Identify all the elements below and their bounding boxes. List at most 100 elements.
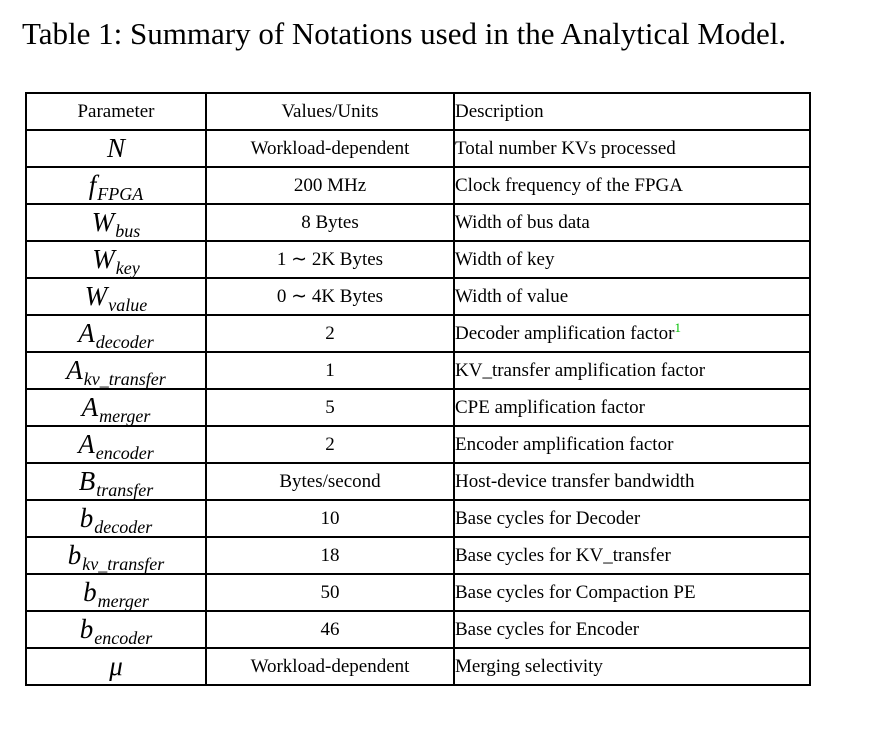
parameter-cell: Aencoder bbox=[25, 425, 207, 464]
table-caption: Table 1: Summary of Notations used in th… bbox=[22, 16, 787, 51]
value-cell: 0 ∼ 4K Bytes bbox=[205, 277, 455, 316]
parameter-cell: μ bbox=[25, 647, 207, 686]
parameter-symbol: A bbox=[78, 429, 95, 459]
value-cell: 1 bbox=[205, 351, 455, 390]
parameter-symbol: W bbox=[92, 244, 115, 274]
description-text: KV_transfer amplification factor bbox=[455, 359, 706, 381]
table-row: bdecoder 10 Base cycles for Decoder bbox=[25, 499, 811, 538]
value-cell: 46 bbox=[205, 610, 455, 649]
parameter-cell: Wbus bbox=[25, 203, 207, 242]
parameter-symbol: B bbox=[78, 466, 96, 496]
parameter-subscript: decoder bbox=[94, 517, 153, 537]
parameter-symbol: W bbox=[84, 281, 108, 311]
parameter-subscript: kv_transfer bbox=[83, 369, 166, 389]
footnote-marker: 1 bbox=[674, 319, 681, 335]
description-cell: KV_transfer amplification factor bbox=[453, 351, 811, 390]
parameter-subscript: encoder bbox=[94, 628, 153, 648]
parameter-subscript: bus bbox=[115, 221, 141, 241]
parameter-cell: bkv_transfer bbox=[25, 536, 207, 575]
description-cell: CPE amplification factor bbox=[453, 388, 811, 427]
parameter-cell: bmerger bbox=[25, 573, 207, 612]
table-row: Adecoder 2 Decoder amplification factor1 bbox=[25, 314, 811, 353]
value-cell: 2 bbox=[205, 314, 455, 353]
value-cell: 50 bbox=[205, 573, 455, 612]
value-cell: Bytes/second bbox=[205, 462, 455, 501]
parameter-subscript: transfer bbox=[96, 480, 154, 500]
table-row: Akv_transfer 1 KV_transfer amplification… bbox=[25, 351, 811, 390]
parameter-symbol: W bbox=[91, 207, 115, 237]
value-cell: Workload-dependent bbox=[205, 129, 455, 168]
description-text: Base cycles for Encoder bbox=[455, 618, 640, 640]
parameter-cell: Wvalue bbox=[25, 277, 207, 316]
parameter-subscript: value bbox=[108, 295, 148, 315]
description-cell: Base cycles for KV_transfer bbox=[453, 536, 811, 575]
parameter-symbol: f bbox=[88, 170, 97, 200]
table-row: bmerger 50 Base cycles for Compaction PE bbox=[25, 573, 811, 612]
table-row: μ Workload-dependent Merging selectivity bbox=[25, 647, 811, 686]
parameter-subscript: merger bbox=[97, 591, 149, 611]
table-row: Wvalue 0 ∼ 4K Bytes Width of value bbox=[25, 277, 811, 316]
description-cell: Base cycles for Encoder bbox=[453, 610, 811, 649]
parameter-subscript: encoder bbox=[95, 443, 154, 463]
description-cell: Encoder amplification factor bbox=[453, 425, 811, 464]
value-cell: 1 ∼ 2K Bytes bbox=[205, 240, 455, 279]
parameter-symbol: b bbox=[79, 614, 94, 644]
table-row: Wbus 8 Bytes Width of bus data bbox=[25, 203, 811, 242]
parameter-cell: bencoder bbox=[25, 610, 207, 649]
parameter-subscript: FPGA bbox=[97, 184, 144, 204]
description-text: CPE amplification factor bbox=[455, 396, 645, 418]
table-row: N Workload-dependent Total number KVs pr… bbox=[25, 129, 811, 168]
value-cell: Workload-dependent bbox=[205, 647, 455, 686]
table-row: Aencoder 2 Encoder amplification factor bbox=[25, 425, 811, 464]
parameter-cell: Adecoder bbox=[25, 314, 207, 353]
notation-table: Parameter Values/Units Description N Wor… bbox=[25, 92, 811, 686]
parameter-subscript: key bbox=[115, 258, 140, 278]
table-row: Amerger 5 CPE amplification factor bbox=[25, 388, 811, 427]
parameter-symbol: b bbox=[79, 503, 94, 533]
description-cell: Width of key bbox=[453, 240, 811, 279]
table-row: bencoder 46 Base cycles for Encoder bbox=[25, 610, 811, 649]
table-row: Wkey 1 ∼ 2K Bytes Width of key bbox=[25, 240, 811, 279]
description-cell: Decoder amplification factor1 bbox=[453, 314, 811, 353]
parameter-cell: fFPGA bbox=[25, 166, 207, 205]
value-cell: 8 Bytes bbox=[205, 203, 455, 242]
header-description: Description bbox=[453, 92, 811, 131]
value-cell: 5 bbox=[205, 388, 455, 427]
description-text: Width of bus data bbox=[455, 211, 590, 233]
parameter-subscript: merger bbox=[99, 406, 151, 426]
parameter-symbol: μ bbox=[109, 651, 123, 681]
description-text: Width of key bbox=[455, 248, 555, 270]
header-values-units: Values/Units bbox=[205, 92, 455, 131]
description-cell: Clock frequency of the FPGA bbox=[453, 166, 811, 205]
table-row: fFPGA 200 MHz Clock frequency of the FPG… bbox=[25, 166, 811, 205]
value-cell: 2 bbox=[205, 425, 455, 464]
description-text: Clock frequency of the FPGA bbox=[455, 174, 683, 196]
description-cell: Base cycles for Compaction PE bbox=[453, 573, 811, 612]
description-text: Encoder amplification factor bbox=[455, 433, 674, 455]
description-text: Decoder amplification factor bbox=[455, 322, 675, 344]
description-cell: Base cycles for Decoder bbox=[453, 499, 811, 538]
description-text: Merging selectivity bbox=[455, 655, 603, 677]
description-cell: Host-device transfer bandwidth bbox=[453, 462, 811, 501]
description-text: Host-device transfer bandwidth bbox=[455, 470, 695, 492]
table-row: Btransfer Bytes/second Host-device trans… bbox=[25, 462, 811, 501]
description-cell: Total number KVs processed bbox=[453, 129, 811, 168]
table-body: N Workload-dependent Total number KVs pr… bbox=[25, 129, 811, 686]
parameter-symbol: b bbox=[67, 540, 82, 570]
parameter-cell: Wkey bbox=[25, 240, 207, 279]
description-text: Total number KVs processed bbox=[455, 137, 676, 159]
header-parameter: Parameter bbox=[25, 92, 207, 131]
header-row: Parameter Values/Units Description bbox=[25, 92, 811, 131]
description-cell: Width of bus data bbox=[453, 203, 811, 242]
parameter-symbol: A bbox=[66, 355, 83, 385]
parameter-subscript: decoder bbox=[95, 332, 154, 352]
parameter-cell: Btransfer bbox=[25, 462, 207, 501]
parameter-subscript: kv_transfer bbox=[82, 554, 165, 574]
description-text: Base cycles for Compaction PE bbox=[455, 581, 696, 603]
value-cell: 10 bbox=[205, 499, 455, 538]
parameter-cell: Amerger bbox=[25, 388, 207, 427]
parameter-symbol: b bbox=[83, 577, 97, 607]
parameter-cell: N bbox=[25, 129, 207, 168]
description-text: Base cycles for Decoder bbox=[455, 507, 641, 529]
